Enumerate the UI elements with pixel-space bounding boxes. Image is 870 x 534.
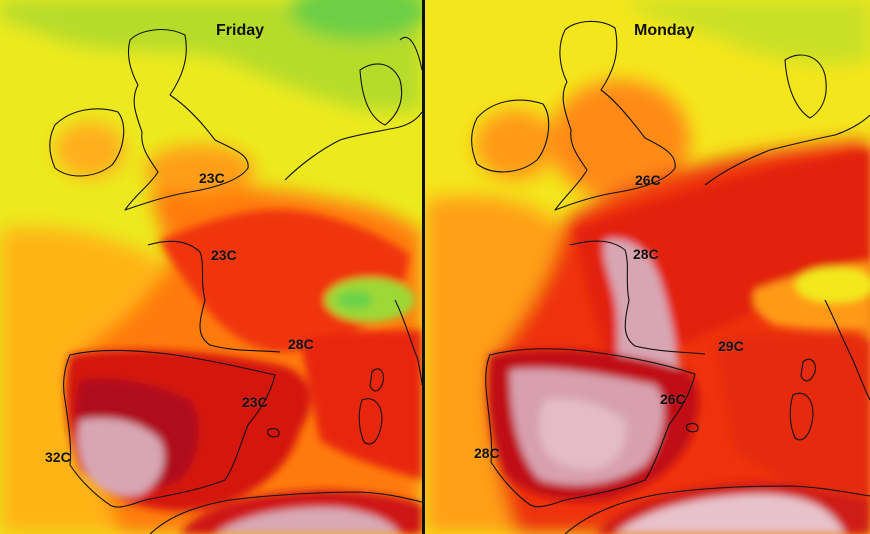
panel-divider (422, 0, 425, 534)
heat-map-monday (425, 0, 870, 534)
map-panel-monday: Monday 26C 28C 29C 26C 28C (425, 0, 870, 534)
day-title-friday: Friday (216, 22, 265, 39)
temp-label-spain-east: 23C (242, 394, 268, 410)
temp-label-spain-east: 26C (660, 391, 686, 407)
heat-map-friday (0, 0, 422, 534)
temp-label-uk: 23C (199, 170, 225, 186)
temp-label-france-south: 28C (288, 336, 314, 352)
day-title-monday: Monday (634, 22, 695, 39)
temp-label-france-north: 28C (633, 246, 659, 262)
temp-label-portugal: 28C (474, 445, 500, 461)
temp-label-france-south: 29C (718, 338, 744, 354)
temp-label-portugal: 32C (45, 449, 71, 465)
map-panel-friday: Friday 23C 23C 28C 23C 32C (0, 0, 422, 534)
temp-label-uk: 26C (635, 172, 661, 188)
temp-label-france-north: 23C (211, 247, 237, 263)
